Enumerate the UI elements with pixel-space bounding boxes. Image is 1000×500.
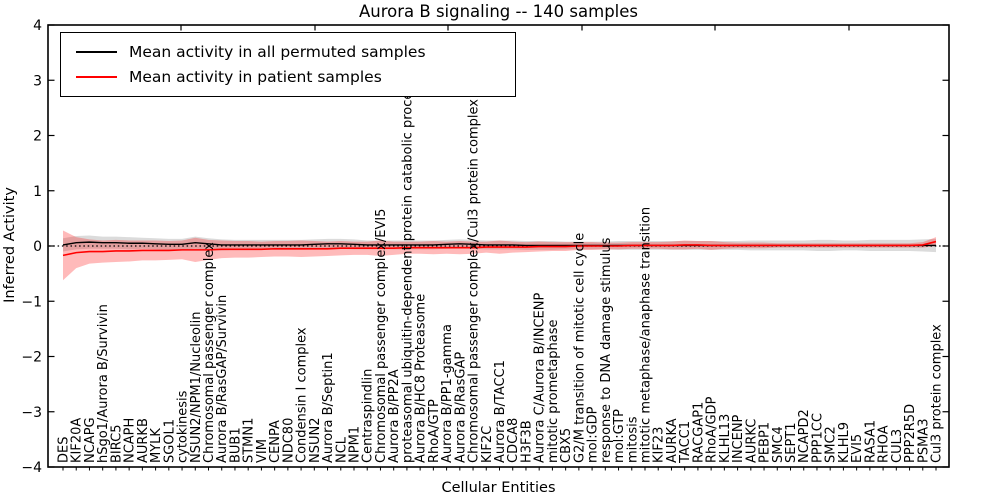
category-label: PSMA3 <box>916 419 931 463</box>
y-tick-label: 0 <box>33 239 42 255</box>
x-axis-top-ticks <box>180 25 850 31</box>
category-label: NCAPG <box>83 417 98 463</box>
category-label: Aurora B/RasGAP/Survivin <box>215 295 230 463</box>
category-label: KLHL13 <box>718 414 733 463</box>
y-tick-label: 2 <box>33 129 42 145</box>
category-label: RASA1 <box>863 420 878 463</box>
y-tick-label: −4 <box>21 460 42 476</box>
y-tick-label: 3 <box>33 73 42 89</box>
category-label: MYLK <box>149 428 164 463</box>
category-label: Chromosomal passenger complex/Cul3 prote… <box>467 99 482 463</box>
category-label: Aurora B/PP1-gamma <box>440 324 455 463</box>
category-label: Condensin I complex <box>295 327 310 463</box>
category-label: CDCA8 <box>506 418 521 463</box>
category-label: BUB1 <box>228 427 243 463</box>
category-label: DES <box>57 437 72 463</box>
legend: Mean activity in all permuted samples Me… <box>60 32 516 97</box>
category-label: KLHL9 <box>837 422 852 463</box>
legend-item-label: Mean activity in patient samples <box>129 68 382 86</box>
category-label: hSgo1/Aurora B/Survivin <box>96 304 111 463</box>
category-label: Aurora B/TACC1 <box>493 360 508 463</box>
category-label: Aurora B/PP2A <box>387 369 402 463</box>
category-label: NSUN2 <box>308 418 323 464</box>
y-axis-ticks: 4 3 2 1 0 −1 −2 −3 −4 <box>21 18 949 476</box>
category-label: SMC2 <box>824 426 839 463</box>
category-label: mol:GDP <box>586 406 601 463</box>
legend-item-patient: Mean activity in patient samples <box>76 68 515 86</box>
patient-band <box>63 230 936 281</box>
category-label: cytokinesis <box>176 390 191 463</box>
category-label: response to DNA damage stimulus <box>599 237 614 463</box>
x-axis-title: Cellular Entities <box>441 480 556 496</box>
category-label: RACGAP1 <box>691 402 706 463</box>
category-label: RhoA/GTP <box>427 399 442 463</box>
y-tick-label: 4 <box>33 18 42 34</box>
category-label: KIF2C <box>480 426 495 463</box>
category-label: NCL <box>334 436 349 463</box>
category-label: NCAPD2 <box>797 409 812 463</box>
category-label: BIRC5 <box>109 425 124 464</box>
patient-line <box>62 240 937 257</box>
category-label: SMC4 <box>771 426 786 463</box>
category-label: H3F3B <box>519 420 534 463</box>
category-label: Chromosomal passenger complex/EVI5 <box>374 209 389 463</box>
category-label: SEPT1 <box>784 422 799 463</box>
category-label: NSUN2/NPM1/Nucleolin <box>189 312 204 463</box>
category-label: CUL3 <box>890 429 905 463</box>
category-label: VIM <box>255 439 270 463</box>
legend-item-permuted: Mean activity in all permuted samples <box>76 43 515 61</box>
category-label: CENPA <box>268 420 283 463</box>
category-label: mitotic prometaphase <box>546 319 561 463</box>
category-label: NCAPH <box>123 418 138 463</box>
y-tick-label: −2 <box>21 350 42 366</box>
permuted-band <box>63 235 936 253</box>
category-label: Aurora C/Aurora B/INCENP <box>533 292 548 463</box>
category-label: KIF20A <box>70 418 85 463</box>
category-label: mol:GTP <box>612 409 627 463</box>
x-axis-category-ticks <box>62 467 937 471</box>
chart-title: Aurora B signaling -- 140 samples <box>358 2 638 21</box>
category-label: SGOL1 <box>162 419 177 463</box>
category-label: AURKC <box>744 419 759 463</box>
category-label: AURKB <box>136 418 151 463</box>
category-label: INCENP <box>731 414 746 463</box>
category-label: EVI5 <box>850 434 865 463</box>
category-label: PPP2R5D <box>903 404 918 463</box>
category-label: Aurora B/Septin1 <box>321 352 336 463</box>
category-label: TACC1 <box>678 421 693 464</box>
category-label: Cul3 protein complex <box>930 324 945 463</box>
category-label: NDC80 <box>281 418 296 463</box>
category-label: Centraspindlin <box>361 369 376 463</box>
y-tick-label: 1 <box>33 184 42 200</box>
category-label: PPP1CC <box>810 413 825 463</box>
category-label: CBX5 <box>559 428 574 463</box>
category-label: STMN1 <box>242 418 257 463</box>
legend-line-swatch-patient <box>76 76 117 78</box>
category-label: AURKA <box>665 418 680 463</box>
y-tick-label: −1 <box>21 294 42 310</box>
category-label: Aurora B/RasGAP <box>453 352 468 463</box>
legend-item-label: Mean activity in all permuted samples <box>129 43 426 61</box>
y-tick-label: −3 <box>21 405 42 421</box>
category-label: RhoA/GDP <box>705 396 720 463</box>
category-label: proteasomal ubiquitin-dependent protein … <box>400 78 415 463</box>
category-label: KIF23 <box>652 427 667 463</box>
category-label: RHOA <box>877 425 892 463</box>
category-label: mitosis <box>625 416 640 463</box>
category-label: G2/M transition of mitotic cell cycle <box>572 233 587 463</box>
category-label: Aurora B/HC8 Proteasome <box>414 294 429 463</box>
category-label: mitotic metaphase/anaphase transition <box>639 207 654 463</box>
legend-line-swatch-permuted <box>76 51 117 53</box>
category-label: PEBP1 <box>758 422 773 463</box>
category-label: Chromosomal passenger complex <box>202 242 217 463</box>
category-label: NPM1 <box>348 426 363 463</box>
